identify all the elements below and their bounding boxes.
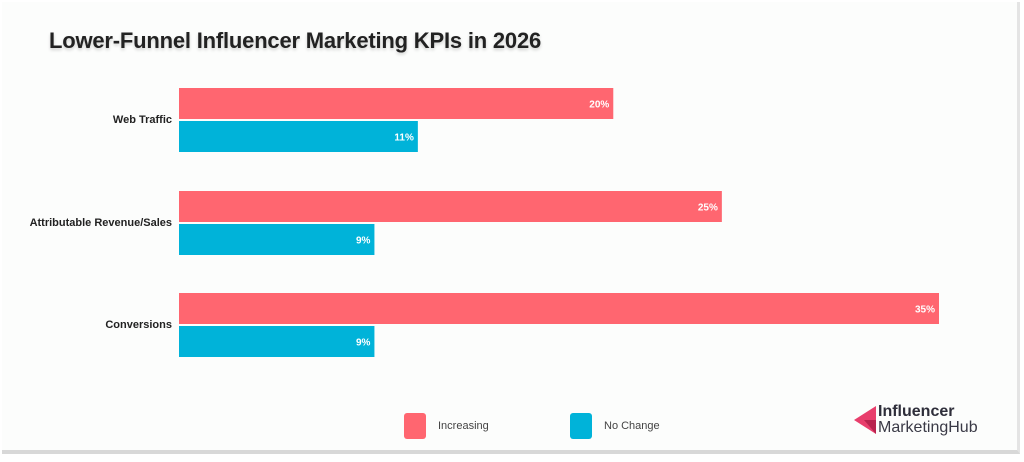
logo-text-line1: Influencer xyxy=(878,403,955,420)
value-label-attributable-revenue-sales-increasing: 25% xyxy=(698,203,718,214)
bar-attributable-revenue-sales-increasing xyxy=(179,191,722,222)
logo-text-line2: MarketingHub xyxy=(878,419,978,436)
category-label-conversions: Conversions xyxy=(105,319,172,331)
legend-item-no-change: No Change xyxy=(570,413,660,439)
value-label-conversions-no-change: 9% xyxy=(356,338,371,349)
legend-item-increasing: Increasing xyxy=(404,413,489,439)
bar-web-traffic-no-change xyxy=(179,121,418,152)
value-label-web-traffic-increasing: 20% xyxy=(589,100,609,111)
value-label-attributable-revenue-sales-no-change: 9% xyxy=(356,236,371,247)
bar-conversions-no-change xyxy=(179,326,375,357)
bar-attributable-revenue-sales-no-change xyxy=(179,224,375,255)
value-label-conversions-increasing: 35% xyxy=(915,305,935,316)
bar-conversions-increasing xyxy=(179,293,939,324)
chart-title: Lower-Funnel Influencer Marketing KPIs i… xyxy=(49,28,542,53)
influencer-marketing-hub-logo: Influencer MarketingHub xyxy=(854,404,978,436)
category-label-attributable-revenue-sales: Attributable Revenue/Sales xyxy=(30,217,172,229)
legend-label-increasing: Increasing xyxy=(438,420,489,432)
value-label-web-traffic-no-change: 11% xyxy=(394,133,414,144)
legend-swatch-no-change xyxy=(570,413,592,439)
chart-card: Lower-Funnel Influencer Marketing KPIs i… xyxy=(2,2,1020,454)
legend-swatch-increasing xyxy=(404,413,426,439)
category-label-web-traffic: Web Traffic xyxy=(113,114,172,126)
logo-mark-icon xyxy=(854,404,876,436)
bar-web-traffic-increasing xyxy=(179,88,614,119)
legend-label-no-change: No Change xyxy=(604,420,660,432)
